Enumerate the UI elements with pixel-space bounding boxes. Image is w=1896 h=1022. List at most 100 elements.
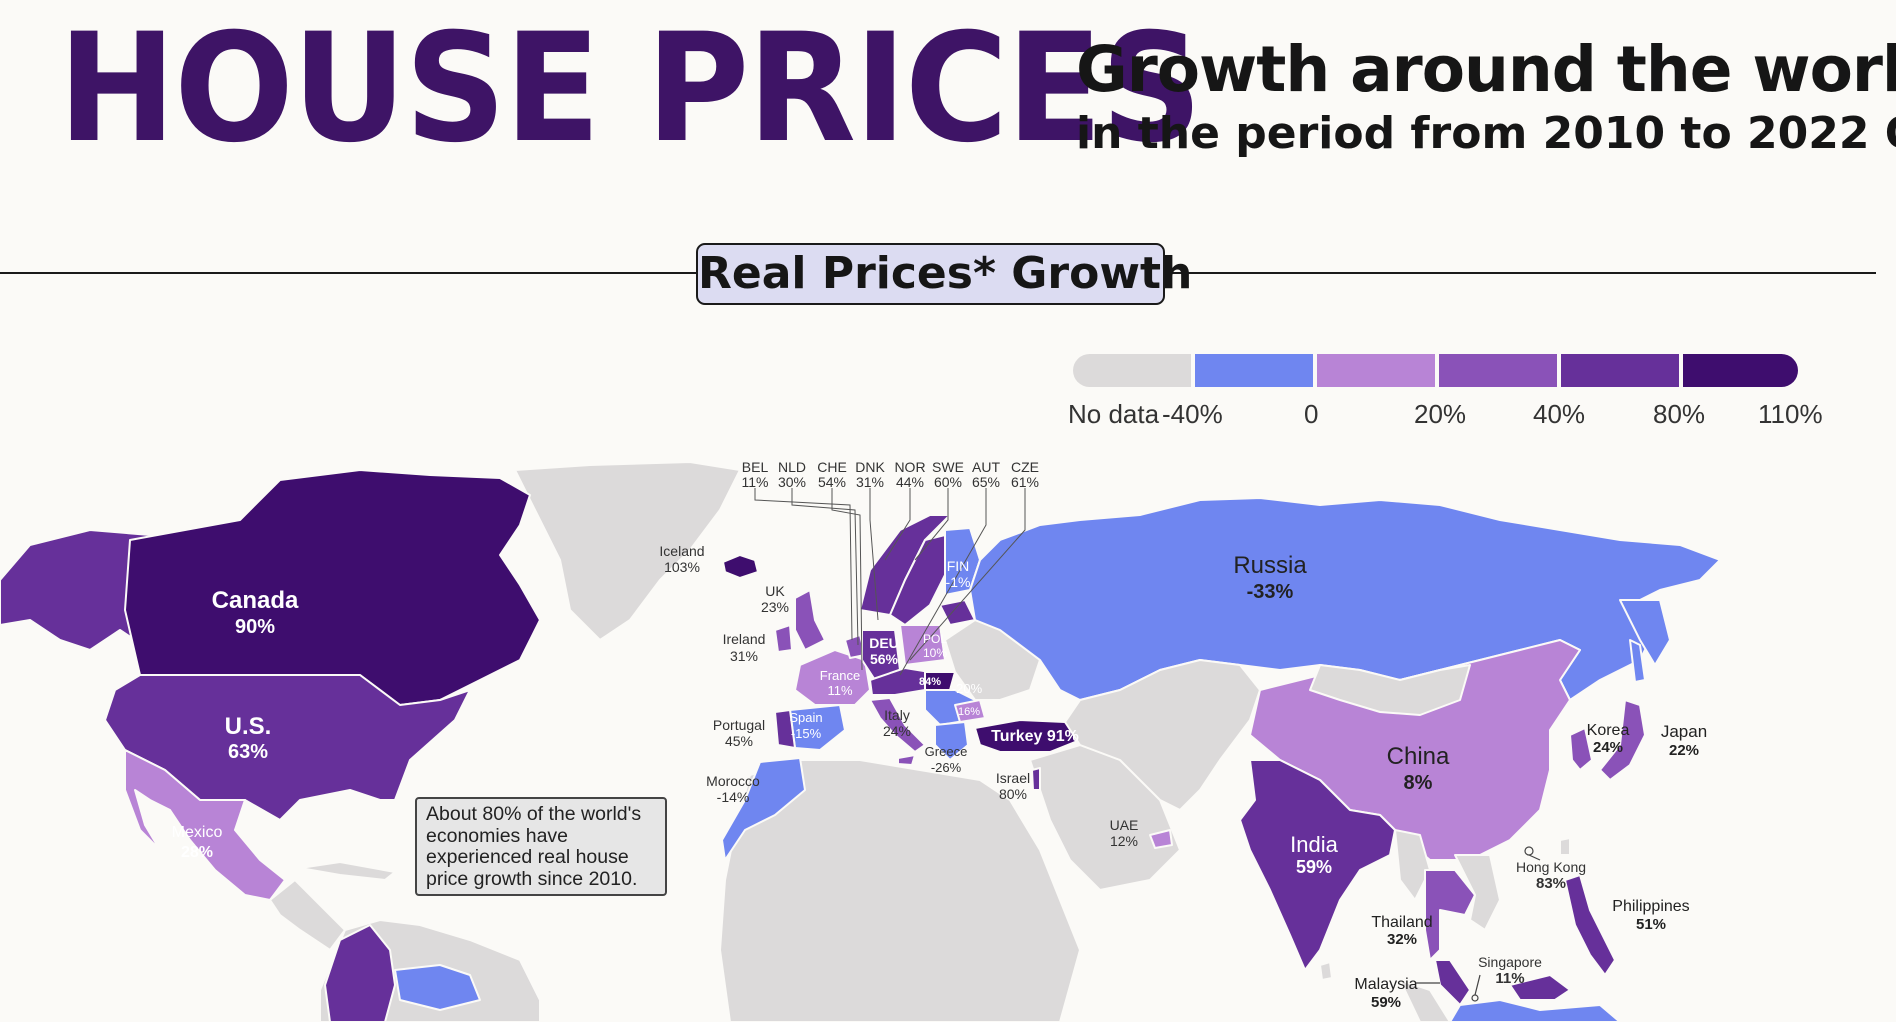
label-eu-code: BEL xyxy=(742,459,769,475)
label-india-value: 59% xyxy=(1296,857,1332,877)
legend-label-0: 0 xyxy=(1304,399,1319,429)
label-spain-value: -15% xyxy=(791,726,822,741)
label-greece-value: -26% xyxy=(931,760,962,775)
label-mexico-name: Mexico xyxy=(172,824,223,841)
label-korea-value: 24% xyxy=(1593,739,1623,756)
legend-swatch-20-40 xyxy=(1439,354,1557,387)
label-canada-name: Canada xyxy=(212,587,299,614)
taiwan-shape xyxy=(1559,837,1571,856)
annotation-box: About 80% of the world's economies have … xyxy=(415,797,667,896)
label-morocco-name: Morocco xyxy=(706,773,760,789)
label-korea-name: Korea xyxy=(1587,722,1630,739)
label-eu-value: 44% xyxy=(896,474,924,490)
label-eu-code: SWE xyxy=(932,459,964,475)
label-eu-value: 30% xyxy=(778,474,806,490)
legend-swatch-no-data xyxy=(1073,354,1191,387)
morocco-shape xyxy=(721,757,806,861)
iceland-shape xyxy=(722,554,759,579)
mongolia-shape xyxy=(1309,664,1471,716)
label-pol-name: POL xyxy=(923,632,947,646)
label-turkey: Turkey 91% xyxy=(991,728,1079,745)
canada-shape xyxy=(124,469,541,706)
legend-label-minus40: -40% xyxy=(1162,399,1223,429)
label-russia-value: -33% xyxy=(1247,581,1294,603)
caribbean-islands xyxy=(299,861,396,881)
label-pointers xyxy=(1416,846,1541,1002)
italy-shape xyxy=(869,697,926,753)
baltics xyxy=(939,599,976,626)
thailand-shape xyxy=(1424,869,1476,961)
legend-swatch-80-110 xyxy=(1683,354,1798,387)
label-italy-value: 24% xyxy=(883,723,911,739)
israel-shape xyxy=(1031,767,1041,791)
legend-swatch-0-20 xyxy=(1317,354,1435,387)
label-malaysia-name: Malaysia xyxy=(1354,976,1417,993)
sri-lanka xyxy=(1319,961,1333,981)
label-malaysia-value: 59% xyxy=(1371,994,1401,1011)
label-thailand-name: Thailand xyxy=(1371,914,1432,931)
kamchatka xyxy=(1619,599,1671,666)
sicily-shape xyxy=(897,754,916,766)
label-france-value: 11% xyxy=(827,683,852,698)
indochina xyxy=(1454,854,1501,931)
label-portugal-value: 45% xyxy=(725,733,753,749)
label-eu-code: CZE xyxy=(1011,459,1039,475)
label-morocco-value: -14% xyxy=(717,789,750,805)
label-japan-name: Japan xyxy=(1661,722,1707,741)
label-mexico-value: 28% xyxy=(181,844,213,861)
label-ireland-name: Ireland xyxy=(723,631,766,647)
label-india-name: India xyxy=(1290,832,1338,857)
label-eu-value: 61% xyxy=(1011,474,1039,490)
label-uae-name: UAE xyxy=(1110,817,1139,833)
world-map: Canada 90% U.S. 63% Mexico 28% Iceland 1… xyxy=(0,459,1721,1022)
label-eu-code: AUT xyxy=(972,459,1000,475)
turkey-shape xyxy=(974,719,1081,753)
label-iceland-name: Iceland xyxy=(659,543,704,559)
greenland xyxy=(514,461,741,641)
label-china-value: 8% xyxy=(1404,772,1433,794)
indonesia xyxy=(1449,999,1621,1022)
france-shape xyxy=(794,649,871,706)
malaysia-peninsula xyxy=(1434,959,1471,1006)
page-title: HOUSE PRICES xyxy=(58,2,1202,176)
label-singapore-value: 11% xyxy=(1495,970,1524,987)
label-us-name: U.S. xyxy=(225,713,272,740)
myanmar-shape xyxy=(1394,829,1431,901)
ireland-shape xyxy=(774,624,793,653)
color-legend: No data -40% 0 20% 40% 80% 110% xyxy=(1068,354,1823,434)
malaysia-borneo xyxy=(1509,974,1571,1001)
label-eu-code: NLD xyxy=(778,459,806,475)
legend-label-20: 20% xyxy=(1414,399,1467,429)
label-uae-value: 12% xyxy=(1110,833,1138,849)
eu-leader-lines xyxy=(754,488,1026,676)
legend-label-no-data: No data xyxy=(1068,399,1160,429)
label-japan-value: 22% xyxy=(1669,742,1699,759)
label-uk-name: UK xyxy=(765,583,785,599)
africa-shape xyxy=(719,759,1081,1022)
legend-swatch-negative xyxy=(1195,354,1313,387)
label-russia-name: Russia xyxy=(1233,552,1307,579)
label-eu-code: NOR xyxy=(894,459,925,475)
label-china-name: China xyxy=(1387,743,1450,770)
label-spain-name: Spain xyxy=(789,710,822,725)
greece-shape xyxy=(934,721,969,761)
label-ireland-value: 31% xyxy=(730,648,758,664)
label-eu-value: 65% xyxy=(972,474,1000,490)
label-philippines-name: Philippines xyxy=(1612,898,1689,915)
label-philippines-value: 51% xyxy=(1636,916,1666,933)
section-title: Real Prices* Growth xyxy=(696,243,1192,305)
central-america xyxy=(269,879,346,951)
venezuela-shape xyxy=(394,964,481,1011)
legend-swatch-40-80 xyxy=(1561,354,1679,387)
label-eu-value: 31% xyxy=(856,474,884,490)
label-thailand-value: 32% xyxy=(1387,931,1417,948)
label-israel-name: Israel xyxy=(996,770,1030,786)
page-subtitle: Growth around the world xyxy=(1076,33,1896,106)
label-france-name: France xyxy=(820,668,860,683)
label-fin-name: FIN xyxy=(947,558,970,574)
sakhalin xyxy=(1629,639,1646,683)
label-portugal-name: Portugal xyxy=(713,717,765,733)
label-hun-value: 84% xyxy=(919,676,941,688)
label-greece-name: Greece xyxy=(925,744,968,759)
label-us-value: 63% xyxy=(228,741,268,763)
